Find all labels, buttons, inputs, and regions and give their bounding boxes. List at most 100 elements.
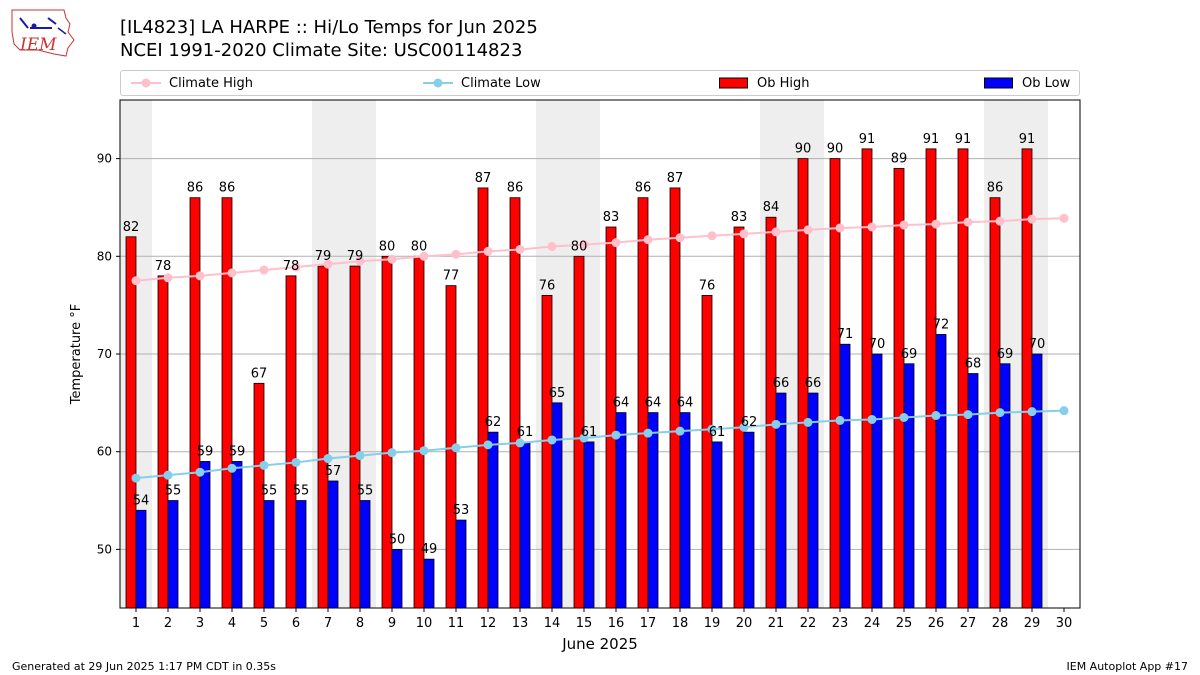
ob-low-bar <box>743 431 755 609</box>
climate-high-point <box>131 276 141 286</box>
ob-low-label: 59 <box>229 444 246 459</box>
x-axis: 1 2 3 4 5 6 7 8 9 10 11 12 13 14 15 16 17 18 19 20 21 22 23 24 2… <box>132 608 1072 631</box>
y-tick-label: 70 <box>97 347 112 361</box>
x-tick-label: 18 <box>672 616 689 631</box>
chart-title: [IL4823] LA HARPE :: Hi/Lo Temps for Jun… <box>120 17 538 38</box>
x-tick-label: 21 <box>768 616 785 631</box>
ob-high-label: 84 <box>763 200 780 215</box>
ob-low-label: 57 <box>325 464 342 479</box>
ob-low-bar <box>199 461 211 609</box>
climate-low-point <box>163 470 173 480</box>
ob-high-label: 87 <box>475 171 492 186</box>
x-tick-label: 27 <box>960 616 977 631</box>
ob-low-bar <box>999 363 1011 609</box>
climate-low-point <box>803 417 813 427</box>
ob-low-bar <box>231 461 243 609</box>
ob-high-bar <box>925 148 937 609</box>
x-tick-label: 13 <box>512 616 529 631</box>
ob-high-bar <box>381 255 393 609</box>
climate-low-point <box>131 473 141 483</box>
ob-high-label: 86 <box>635 181 652 196</box>
climate-low-point <box>835 415 845 425</box>
ob-high-label: 90 <box>795 142 812 157</box>
ob-low-bar <box>135 509 147 609</box>
ob-low-label: 61 <box>517 425 534 440</box>
climate-high-point <box>963 217 973 227</box>
ob-low-label: 64 <box>613 396 630 411</box>
ob-high-bar <box>957 148 969 609</box>
ob-high-label: 91 <box>923 132 940 147</box>
ob-high-label: 82 <box>123 220 140 235</box>
ob-high-label: 76 <box>699 278 716 293</box>
x-tick-label: 11 <box>448 616 465 631</box>
ob-low-bar <box>583 441 595 609</box>
climate-high-point <box>515 244 525 254</box>
ob-low-label: 62 <box>741 415 758 430</box>
climate-low-point <box>899 413 909 422</box>
ob-low-bar <box>455 519 467 609</box>
x-tick-label: 2 <box>164 616 172 631</box>
ob-low-label: 66 <box>773 376 790 391</box>
ob-low-bar <box>359 500 371 609</box>
climate-high-point <box>867 222 877 232</box>
ob-low-label: 64 <box>677 396 694 411</box>
ob-high-label: 67 <box>251 366 268 381</box>
ob-low-bar <box>551 402 563 609</box>
iem-logo: IEM <box>11 9 75 57</box>
ob-low-bar <box>263 500 275 609</box>
ob-high-label: 78 <box>283 259 300 274</box>
ob-low-bar <box>487 431 499 609</box>
footer-app: IEM Autoplot App #17 <box>1066 660 1189 673</box>
x-tick-label: 28 <box>992 616 1009 631</box>
x-tick-label: 12 <box>480 616 497 631</box>
footer-generated: Generated at 29 Jun 2025 1:17 PM CDT in … <box>12 660 277 673</box>
ob-low-bar <box>391 548 403 609</box>
y-axis: 50 60 70 80 90 <box>97 152 120 556</box>
ob-high-label: 86 <box>187 181 204 196</box>
ob-high-label: 86 <box>507 181 524 196</box>
x-tick-label: 1 <box>132 616 140 631</box>
climate-low-point <box>259 460 269 470</box>
ob-high-bar <box>765 216 777 609</box>
ob-low-label: 65 <box>549 386 566 401</box>
climate-high-point <box>611 238 621 248</box>
ob-low-bar <box>967 373 979 609</box>
climate-low-line-icon <box>423 78 453 88</box>
climate-high-point <box>675 233 685 243</box>
climate-high-point <box>291 262 301 272</box>
x-tick-label: 3 <box>196 616 204 631</box>
legend-ob-low-label: Ob Low <box>1022 75 1071 91</box>
x-tick-label: 26 <box>928 616 945 631</box>
ob-low-label: 70 <box>869 337 886 352</box>
x-tick-label: 25 <box>896 616 913 631</box>
x-tick-label: 9 <box>388 616 396 631</box>
x-tick-label: 8 <box>356 616 364 631</box>
climate-low-point <box>387 448 397 458</box>
climate-high-point <box>387 254 397 264</box>
ob-low-label: 53 <box>453 503 470 518</box>
ob-low-label: 55 <box>357 484 374 499</box>
climate-high-point <box>195 271 205 281</box>
climate-high-point <box>419 251 429 261</box>
ob-high-bar <box>125 236 137 609</box>
x-tick-label: 15 <box>576 616 593 631</box>
climate-high-point <box>579 240 589 250</box>
ob-low-label: 69 <box>901 347 918 362</box>
climate-low-point <box>931 411 941 421</box>
ob-low-bar <box>935 334 947 609</box>
ob-high-bar <box>157 275 169 609</box>
climate-high-point <box>547 242 557 252</box>
data-labels: 82 78 86 86 67 78 79 79 80 80 77 87 86 76 80 83 86 87 76 83… <box>123 132 1046 557</box>
x-tick-label: 17 <box>640 616 657 631</box>
legend-ob-high: Ob High <box>719 71 810 95</box>
x-tick-label: 7 <box>324 616 332 631</box>
ob-low-bar <box>167 500 179 609</box>
ob-high-label: 87 <box>667 171 684 186</box>
climate-low-point <box>771 419 781 429</box>
climate-high-point <box>163 273 173 283</box>
climate-low-point <box>1027 407 1037 417</box>
climate-low-point <box>675 426 685 436</box>
ob-low-label: 55 <box>261 484 278 499</box>
ob-low-label: 61 <box>581 425 598 440</box>
legend-ob-high-label: Ob High <box>757 75 810 91</box>
